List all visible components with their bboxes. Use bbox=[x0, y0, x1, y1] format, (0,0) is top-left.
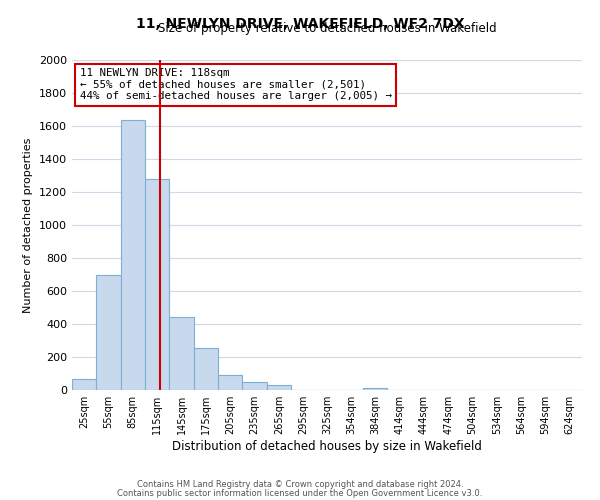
Text: 11, NEWLYN DRIVE, WAKEFIELD, WF2 7DX: 11, NEWLYN DRIVE, WAKEFIELD, WF2 7DX bbox=[136, 18, 464, 32]
Text: 11 NEWLYN DRIVE: 118sqm
← 55% of detached houses are smaller (2,501)
44% of semi: 11 NEWLYN DRIVE: 118sqm ← 55% of detache… bbox=[80, 68, 392, 102]
Bar bbox=[145, 179, 169, 390]
Bar bbox=[169, 318, 194, 390]
Text: Contains HM Land Registry data © Crown copyright and database right 2024.: Contains HM Land Registry data © Crown c… bbox=[137, 480, 463, 489]
Bar bbox=[218, 375, 242, 390]
Bar bbox=[121, 120, 145, 390]
Bar bbox=[266, 385, 291, 390]
Bar bbox=[363, 388, 388, 390]
Title: Size of property relative to detached houses in Wakefield: Size of property relative to detached ho… bbox=[158, 22, 496, 35]
Text: Contains public sector information licensed under the Open Government Licence v3: Contains public sector information licen… bbox=[118, 488, 482, 498]
Bar bbox=[72, 380, 97, 390]
Bar bbox=[242, 382, 266, 390]
Bar bbox=[97, 276, 121, 390]
Y-axis label: Number of detached properties: Number of detached properties bbox=[23, 138, 34, 312]
Bar bbox=[194, 348, 218, 390]
X-axis label: Distribution of detached houses by size in Wakefield: Distribution of detached houses by size … bbox=[172, 440, 482, 453]
